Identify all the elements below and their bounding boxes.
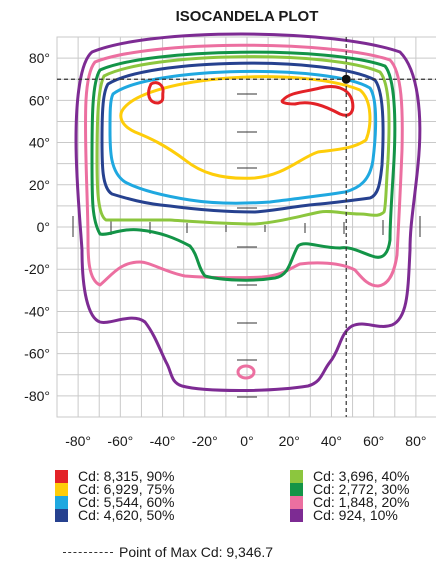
x-tick-label: 20° [279,433,300,449]
contour-90pct-right [280,85,355,117]
y-tick-label: -40° [24,303,50,319]
y-tick-label: 20° [29,177,50,193]
legend-label: Cd: 4,620, 50% [78,507,175,523]
legend-label: Cd: 5,544, 60% [78,494,175,510]
contour-40pct [95,55,391,226]
legend-item: Cd: 4,620, 50% [55,507,175,523]
legend-swatch [290,509,303,522]
legend-item: Cd: 6,929, 75% [55,481,175,497]
legend-item: Cd: 2,772, 30% [290,481,410,497]
y-axis-ticks: 80° 60° 40° 20° 0° -20° -40° -60° -80° [24,50,50,404]
contour-20pct-nadir [236,364,256,380]
x-tick-label: -60° [107,433,133,449]
contour-50pct [100,61,385,214]
legend-item: Cd: 3,696, 40% [290,468,410,484]
contour-10pct [74,32,422,392]
dashed-line-swatch [63,551,113,553]
y-tick-label: -20° [24,261,50,277]
y-tick-label: 80° [29,50,50,66]
legend-item: Cd: 8,315, 90% [55,468,175,484]
x-tick-label: 80° [405,433,426,449]
legend-swatch [55,496,68,509]
legend-label: Cd: 8,315, 90% [78,468,175,484]
contour-30pct [90,50,397,282]
legend-label: Cd: 3,696, 40% [313,468,410,484]
max-point-legend: Point of Max Cd: 9,346.7 [63,544,273,560]
max-point-label: Point of Max Cd: 9,346.7 [119,544,274,560]
legend-label: Cd: 924, 10% [313,507,398,523]
legend-label: Cd: 1,848, 20% [313,494,410,510]
max-point-crosshair [57,37,436,417]
y-tick-label: 0° [37,219,50,235]
plot-area-border [56,36,436,418]
legend-label: Cd: 2,772, 30% [313,481,410,497]
legend-left: Cd: 8,315, 90% Cd: 6,929, 75% Cd: 5,544,… [55,468,175,523]
chart-title: ISOCANDELA PLOT [176,8,319,25]
y-tick-label: 60° [29,92,50,108]
x-tick-label: -80° [65,433,91,449]
legend-swatch [290,496,303,509]
max-point-marker [341,74,351,84]
y-tick-label: -80° [24,388,50,404]
legend-swatch [55,470,68,483]
x-tick-label: 0° [240,433,253,449]
x-tick-label: 40° [321,433,342,449]
y-tick-label: 40° [29,135,50,151]
legend-swatch [290,483,303,496]
x-tick-label: 60° [363,433,384,449]
x-axis-ticks: -80° -60° -40° -20° 0° 20° 40° 60° 80° [65,433,426,449]
contour-90pct-left [147,81,165,105]
contour-20pct [83,43,404,288]
y-tick-label: -60° [24,346,50,362]
legend-item: Cd: 924, 10% [290,507,410,523]
legend-label: Cd: 6,929, 75% [78,481,175,497]
legend-item: Cd: 1,848, 20% [290,494,410,510]
x-tick-label: -40° [150,433,176,449]
x-tick-label: -20° [192,433,218,449]
legend-swatch [290,470,303,483]
legend-swatch [55,483,68,496]
legend-swatch [55,509,68,522]
contour-75pct [119,75,372,180]
legend-item: Cd: 5,544, 60% [55,494,175,510]
legend-right: Cd: 3,696, 40% Cd: 2,772, 30% Cd: 1,848,… [290,468,410,523]
